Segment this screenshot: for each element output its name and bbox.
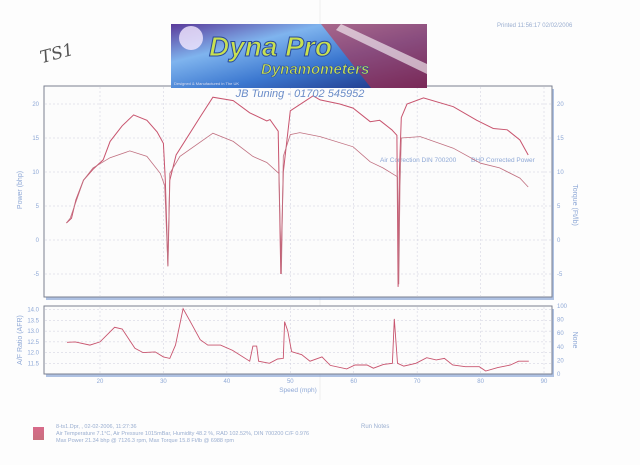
annotation-air-correction: Air Correction DIN 700200 bbox=[380, 157, 457, 164]
power-tick-label: 5 bbox=[36, 204, 40, 210]
torque-axis-label: Torque (Ft/lb) bbox=[571, 184, 578, 226]
legend-color-swatch bbox=[33, 427, 44, 440]
speed-tick-label: 60 bbox=[350, 379, 357, 385]
dynapro-logo: Dyna Pro Dynamometers Designed & Manufac… bbox=[171, 24, 427, 88]
legend-run-info: 8-ts1.Dpr, , 02-02-2006, 11:27:36 bbox=[56, 424, 137, 430]
torque-tick-label: 0 bbox=[557, 238, 561, 244]
torque-tick-label: 15 bbox=[557, 136, 564, 142]
afr-series-line bbox=[66, 307, 529, 372]
none-tick-label: 20 bbox=[557, 358, 564, 364]
none-axis-label: None bbox=[571, 332, 578, 349]
torque-tick-label: -5 bbox=[557, 272, 563, 278]
power-axis-label: Power (bhp) bbox=[17, 171, 24, 209]
power-series-line bbox=[66, 95, 529, 287]
legend-max-values: Max Power 21.34 bhp @ 7126.3 rpm, Max To… bbox=[56, 438, 234, 444]
none-tick-label: 40 bbox=[557, 345, 564, 351]
afr-tick-label: 12.0 bbox=[27, 351, 39, 357]
speed-tick-label: 50 bbox=[287, 379, 294, 385]
power-tick-label: 10 bbox=[32, 170, 39, 176]
power-tick-label: -5 bbox=[34, 272, 40, 278]
torque-tick-label: 10 bbox=[557, 170, 564, 176]
afr-tick-label: 14.0 bbox=[27, 308, 39, 314]
run-notes-label: Run Notes bbox=[361, 424, 390, 430]
afr-tick-label: 13.0 bbox=[27, 329, 39, 335]
afr-axis-label: A/F Ratio (AFR) bbox=[17, 315, 24, 365]
none-tick-label: 80 bbox=[557, 318, 564, 324]
svg-text:Dynamometers: Dynamometers bbox=[261, 61, 369, 78]
speed-tick-label: 20 bbox=[97, 379, 104, 385]
torque-series-line bbox=[66, 132, 529, 285]
chart-subtitle: JB Tuning - 01702 545952 bbox=[235, 88, 365, 100]
power-tick-label: 0 bbox=[36, 238, 40, 244]
none-tick-label: 100 bbox=[557, 304, 568, 310]
none-tick-label: 60 bbox=[557, 331, 564, 337]
printed-timestamp: Printed 11:56:17 02/02/2006 bbox=[497, 23, 573, 29]
speed-tick-label: 30 bbox=[160, 379, 167, 385]
afr-tick-label: 13.5 bbox=[27, 318, 39, 324]
legend-conditions: Air Temperature 7.1°C, Air Pressure 1015… bbox=[56, 431, 310, 437]
speed-tick-label: 40 bbox=[224, 379, 231, 385]
annotation-bhp-corrected: BHP Corrected Power bbox=[471, 157, 536, 164]
svg-text:Dyna Pro: Dyna Pro bbox=[209, 31, 332, 62]
power-tick-label: 15 bbox=[32, 136, 39, 142]
svg-text:Designed & Manufactured in The: Designed & Manufactured in The UK bbox=[174, 81, 239, 86]
afr-tick-label: 12.5 bbox=[27, 340, 39, 346]
power-plot-area bbox=[43, 85, 553, 298]
afr-tick-label: 11.5 bbox=[28, 361, 40, 367]
speed-axis-label: Speed (mph) bbox=[279, 387, 317, 394]
speed-tick-label: 80 bbox=[477, 379, 484, 385]
power-tick-label: 20 bbox=[32, 102, 39, 108]
speed-tick-label: 70 bbox=[414, 379, 421, 385]
torque-tick-label: 20 bbox=[557, 102, 564, 108]
afr-plot-area bbox=[43, 305, 553, 375]
none-tick-label: 0 bbox=[557, 372, 561, 378]
speed-tick-label: 90 bbox=[541, 379, 548, 385]
torque-tick-label: 5 bbox=[557, 204, 561, 210]
